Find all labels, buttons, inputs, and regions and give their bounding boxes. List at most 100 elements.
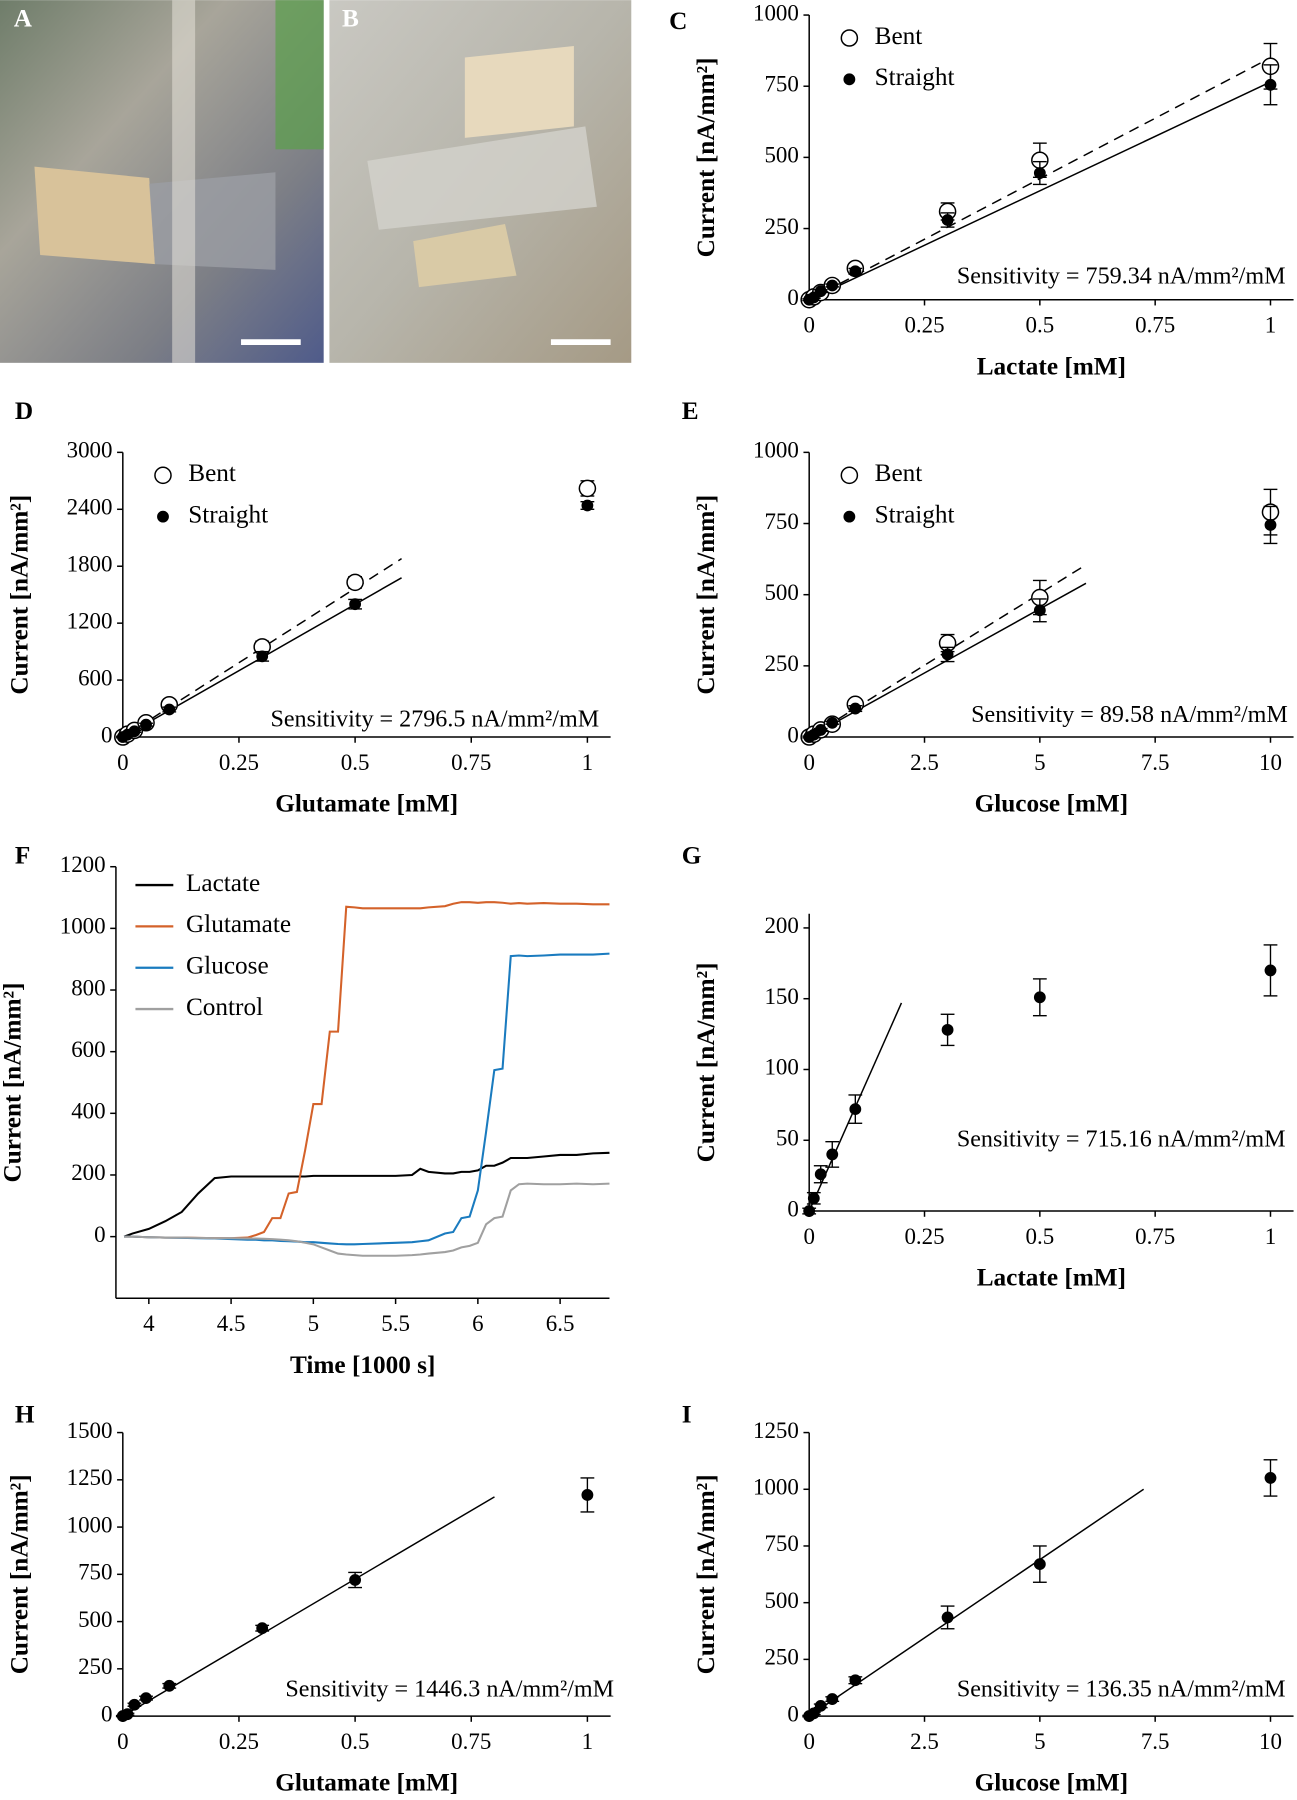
x-tick-label: 0.25 (904, 1224, 944, 1249)
annotation: Sensitivity = 1446.3 nA/mm²/mM (285, 1676, 614, 1702)
x-axis-label: Time [1000 s] (290, 1351, 435, 1379)
sensor-strip (34, 166, 155, 265)
data-point (941, 1611, 954, 1624)
legend-label: Bent (875, 459, 923, 487)
data-point (256, 1622, 269, 1635)
data-point (941, 1023, 954, 1036)
data-point (941, 648, 954, 661)
data-point (826, 1693, 839, 1705)
legend-label: Lactate (186, 869, 260, 897)
y-tick-label: 1000 (753, 0, 799, 25)
x-tick-label: 6.5 (546, 1311, 575, 1336)
data-point (1033, 167, 1046, 179)
y-tick-label: 1200 (67, 608, 113, 633)
x-axis-label: Lactate [mM] (977, 352, 1126, 380)
x-tick-label: 0 (803, 1729, 814, 1754)
x-tick-label: 0.75 (1135, 313, 1175, 338)
x-axis-label: Glutamate [mM] (275, 1769, 458, 1797)
x-tick-label: 0.25 (904, 313, 944, 338)
x-tick-label: 0.5 (1026, 1224, 1055, 1249)
data-point (1264, 78, 1277, 91)
annotation: Sensitivity = 2796.5 nA/mm²/mM (270, 706, 599, 732)
sensor-strip (413, 223, 517, 288)
x-tick-label: 1 (1265, 313, 1276, 338)
y-tick-label: 1250 (753, 1418, 799, 1443)
x-tick-label: 0.25 (219, 1729, 259, 1754)
legend-label: Straight (875, 500, 955, 528)
y-tick-label: 0 (94, 1222, 105, 1247)
y-tick-label: 2400 (67, 495, 113, 520)
x-tick-label: 2.5 (910, 750, 939, 775)
legend-label: Bent (875, 22, 923, 50)
data-point (814, 1168, 827, 1181)
x-tick-label: 2.5 (910, 1729, 939, 1754)
data-point (163, 1679, 176, 1692)
data-point (346, 573, 364, 592)
data-point (1033, 604, 1046, 617)
panel-label: E (682, 397, 699, 425)
data-point (803, 1205, 816, 1217)
legend-marker (843, 510, 856, 523)
data-point (814, 1699, 827, 1712)
data-point (256, 650, 269, 663)
x-tick-label: 10 (1259, 1729, 1282, 1754)
data-point (1033, 1558, 1046, 1571)
y-tick-label: 1000 (753, 438, 799, 463)
x-tick-label: 0 (117, 1729, 128, 1754)
photo-detail (275, 0, 324, 150)
data-point (581, 499, 594, 512)
y-tick-label: 250 (764, 214, 798, 239)
y-tick-label: 500 (764, 1588, 798, 1613)
fit-line (808, 81, 1271, 301)
data-point (814, 285, 827, 298)
panel-label: B (342, 5, 359, 33)
data-point (826, 716, 839, 729)
x-tick-label: 7.5 (1141, 1729, 1170, 1754)
legend-label: Glucose (186, 952, 269, 980)
legend-marker (154, 466, 172, 485)
y-tick-label: 100 (764, 1055, 798, 1080)
x-tick-label: 5 (1034, 1729, 1045, 1754)
sensor-strip (149, 172, 276, 270)
sensor-strip (367, 126, 597, 230)
data-point (849, 1103, 862, 1116)
x-tick-label: 10 (1259, 750, 1282, 775)
y-axis-label: Current [nA/mm²] (692, 962, 720, 1162)
panel-label: F (15, 841, 30, 869)
x-tick-label: 5 (1034, 750, 1045, 775)
data-point (849, 702, 862, 715)
x-tick-label: 0 (803, 313, 814, 338)
y-tick-label: 1800 (67, 551, 113, 576)
y-tick-label: 150 (764, 984, 798, 1009)
x-tick-label: 7.5 (1141, 750, 1170, 775)
x-tick-label: 6 (472, 1311, 483, 1336)
data-point (849, 265, 862, 278)
annotation: Sensitivity = 715.16 nA/mm²/mM (957, 1127, 1286, 1153)
data-point (1264, 1472, 1277, 1484)
data-point (1264, 964, 1277, 977)
legend-marker (840, 466, 859, 485)
series-line (123, 1151, 610, 1238)
y-axis-label: Current [nA/mm²] (6, 495, 34, 695)
panel-label: G (682, 841, 702, 869)
y-tick-label: 750 (764, 71, 798, 96)
y-tick-label: 750 (78, 1560, 112, 1585)
fit-line (122, 1496, 495, 1717)
x-tick-label: 4.5 (217, 1311, 246, 1336)
x-tick-label: 1 (1265, 1224, 1276, 1249)
x-tick-label: 4 (143, 1311, 155, 1336)
glass-edge (172, 0, 196, 363)
data-point (128, 725, 141, 738)
annotation: Sensitivity = 136.35 nA/mm²/mM (957, 1676, 1286, 1702)
data-point (140, 1692, 152, 1705)
data-point (1264, 519, 1277, 531)
data-point (941, 214, 954, 226)
y-tick-label: 600 (78, 665, 112, 690)
x-tick-label: 0.5 (341, 750, 370, 775)
panel-label: I (682, 1400, 692, 1428)
panel-label: H (15, 1400, 35, 1428)
x-axis-label: Glucose [mM] (975, 1769, 1129, 1797)
y-tick-label: 0 (101, 1701, 112, 1726)
